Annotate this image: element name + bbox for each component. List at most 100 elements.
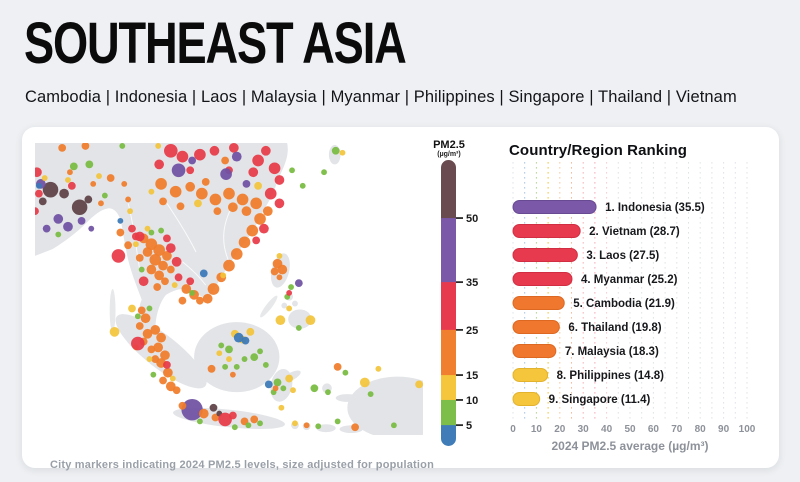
city-marker-dot — [85, 160, 94, 169]
city-marker-dot — [158, 227, 165, 234]
city-marker-dot — [134, 313, 141, 320]
city-marker-dot — [160, 350, 170, 361]
city-marker-dot — [125, 196, 132, 203]
city-marker-dot — [96, 173, 102, 180]
bar-label: 9. Singapore (11.4) — [549, 394, 651, 406]
pm25-scale-legend: PM2.5 (µg/m³) 50 35 25 15 10 5 — [427, 137, 497, 453]
city-marker-dot — [131, 336, 145, 351]
scale-segment — [441, 375, 456, 401]
city-marker-dot — [150, 371, 157, 378]
x-axis-title: 2024 PM2.5 average (µg/m³) — [552, 439, 709, 453]
city-marker-dot — [171, 163, 186, 178]
city-marker-dot — [42, 224, 51, 233]
city-marker-dot — [310, 384, 319, 393]
city-marker-dot — [194, 199, 202, 208]
ranking-bar — [512, 272, 573, 286]
city-marker-dot — [185, 181, 196, 192]
city-marker-dot — [38, 197, 47, 206]
x-tick-label: 40 — [601, 424, 613, 435]
city-marker-dot — [303, 422, 310, 429]
city-marker-dot — [199, 269, 208, 278]
city-marker-dot — [254, 181, 262, 190]
city-marker-dot — [155, 178, 167, 190]
city-marker-dot — [275, 315, 286, 326]
city-marker-dot — [106, 174, 115, 182]
city-marker-dot — [276, 274, 283, 281]
city-marker-dot — [90, 180, 97, 187]
city-marker-dot — [390, 422, 397, 429]
city-marker-dot — [274, 198, 285, 209]
x-tick-label: 90 — [718, 424, 730, 435]
city-marker-dot — [339, 149, 346, 156]
city-marker-dot — [288, 284, 294, 290]
city-marker-dot — [163, 234, 171, 243]
scale-segment — [441, 425, 456, 447]
chart-bars: 1. Indonesia (35.5) 2. Vietnam (28.7) 3. L… — [512, 200, 705, 406]
scale-segment — [441, 329, 456, 376]
city-marker-dot — [325, 389, 331, 396]
x-tick-label: 0 — [510, 424, 516, 435]
city-marker-dot — [169, 185, 182, 198]
bar-label: 2. Vietnam (28.7) — [589, 226, 680, 238]
city-marker-dot — [67, 181, 76, 190]
city-marker-dot — [242, 179, 251, 188]
city-marker-dot — [186, 166, 195, 175]
city-marker-dot — [207, 364, 216, 373]
city-marker-dot — [236, 193, 249, 206]
city-marker-dot — [233, 332, 244, 343]
pm25-map-panel: City markers indicating 2024 PM2.5 level… — [31, 142, 449, 471]
scale-segment — [441, 282, 456, 331]
city-marker-dot — [250, 353, 259, 362]
city-marker-dot — [176, 150, 189, 163]
country-ranking-chart: 1. Indonesia (35.5) 2. Vietnam (28.7) 3. L… — [506, 158, 772, 460]
city-marker-dot — [261, 145, 271, 156]
city-marker-dot — [270, 267, 279, 276]
city-marker-dot — [140, 313, 151, 324]
city-marker-dot — [171, 282, 178, 289]
city-marker-dot — [254, 213, 266, 225]
city-marker-dot — [134, 231, 145, 242]
x-tick-label: 60 — [648, 424, 660, 435]
city-marker-dot — [186, 277, 195, 286]
city-marker-dot — [156, 332, 166, 343]
legend-tick-label: 25 — [466, 325, 478, 337]
city-marker-dot — [150, 325, 161, 335]
city-marker-dot — [252, 154, 264, 167]
city-marker-dot — [69, 162, 78, 171]
city-marker-dot — [294, 279, 303, 288]
city-marker-dot — [272, 385, 279, 392]
city-marker-dot — [188, 156, 197, 165]
city-marker-dot — [137, 306, 146, 315]
city-marker-dot — [290, 387, 296, 394]
city-marker-dot — [196, 418, 203, 425]
city-marker-dot — [159, 197, 167, 206]
city-marker-dot — [71, 199, 88, 216]
city-marker-dot — [181, 398, 203, 421]
city-marker-dot — [220, 272, 227, 279]
city-marker-dot — [295, 325, 302, 331]
city-marker-dot — [246, 327, 255, 336]
x-axis: 0 10 20 30 40 50 60 70 80 90 100 2024 PM2.5 average… — [510, 424, 756, 453]
city-marker-dot — [225, 345, 233, 354]
city-marker-dot — [359, 377, 370, 388]
city-marker-dot — [155, 143, 162, 149]
ranking-bar — [512, 200, 597, 214]
city-marker-dot — [286, 289, 293, 296]
city-marker-dot — [241, 336, 250, 345]
legend-tick-label: 15 — [466, 370, 478, 382]
city-marker-dot — [194, 148, 206, 161]
city-marker-dot — [65, 177, 71, 183]
city-marker-dot — [153, 244, 165, 256]
city-marker-dot — [202, 293, 213, 304]
city-marker-dot — [174, 273, 183, 282]
bar-label: 1. Indonesia (35.5) — [605, 202, 705, 214]
city-marker-dot — [209, 403, 218, 412]
x-tick-label: 30 — [578, 424, 590, 435]
city-marker-dot — [32, 167, 42, 178]
city-marker-dot — [238, 236, 251, 249]
city-marker-dot — [63, 221, 73, 232]
city-marker-dot — [223, 259, 235, 272]
city-marker-dot — [135, 322, 144, 330]
city-marker-dot — [163, 367, 173, 378]
city-marker-dot — [415, 380, 423, 389]
